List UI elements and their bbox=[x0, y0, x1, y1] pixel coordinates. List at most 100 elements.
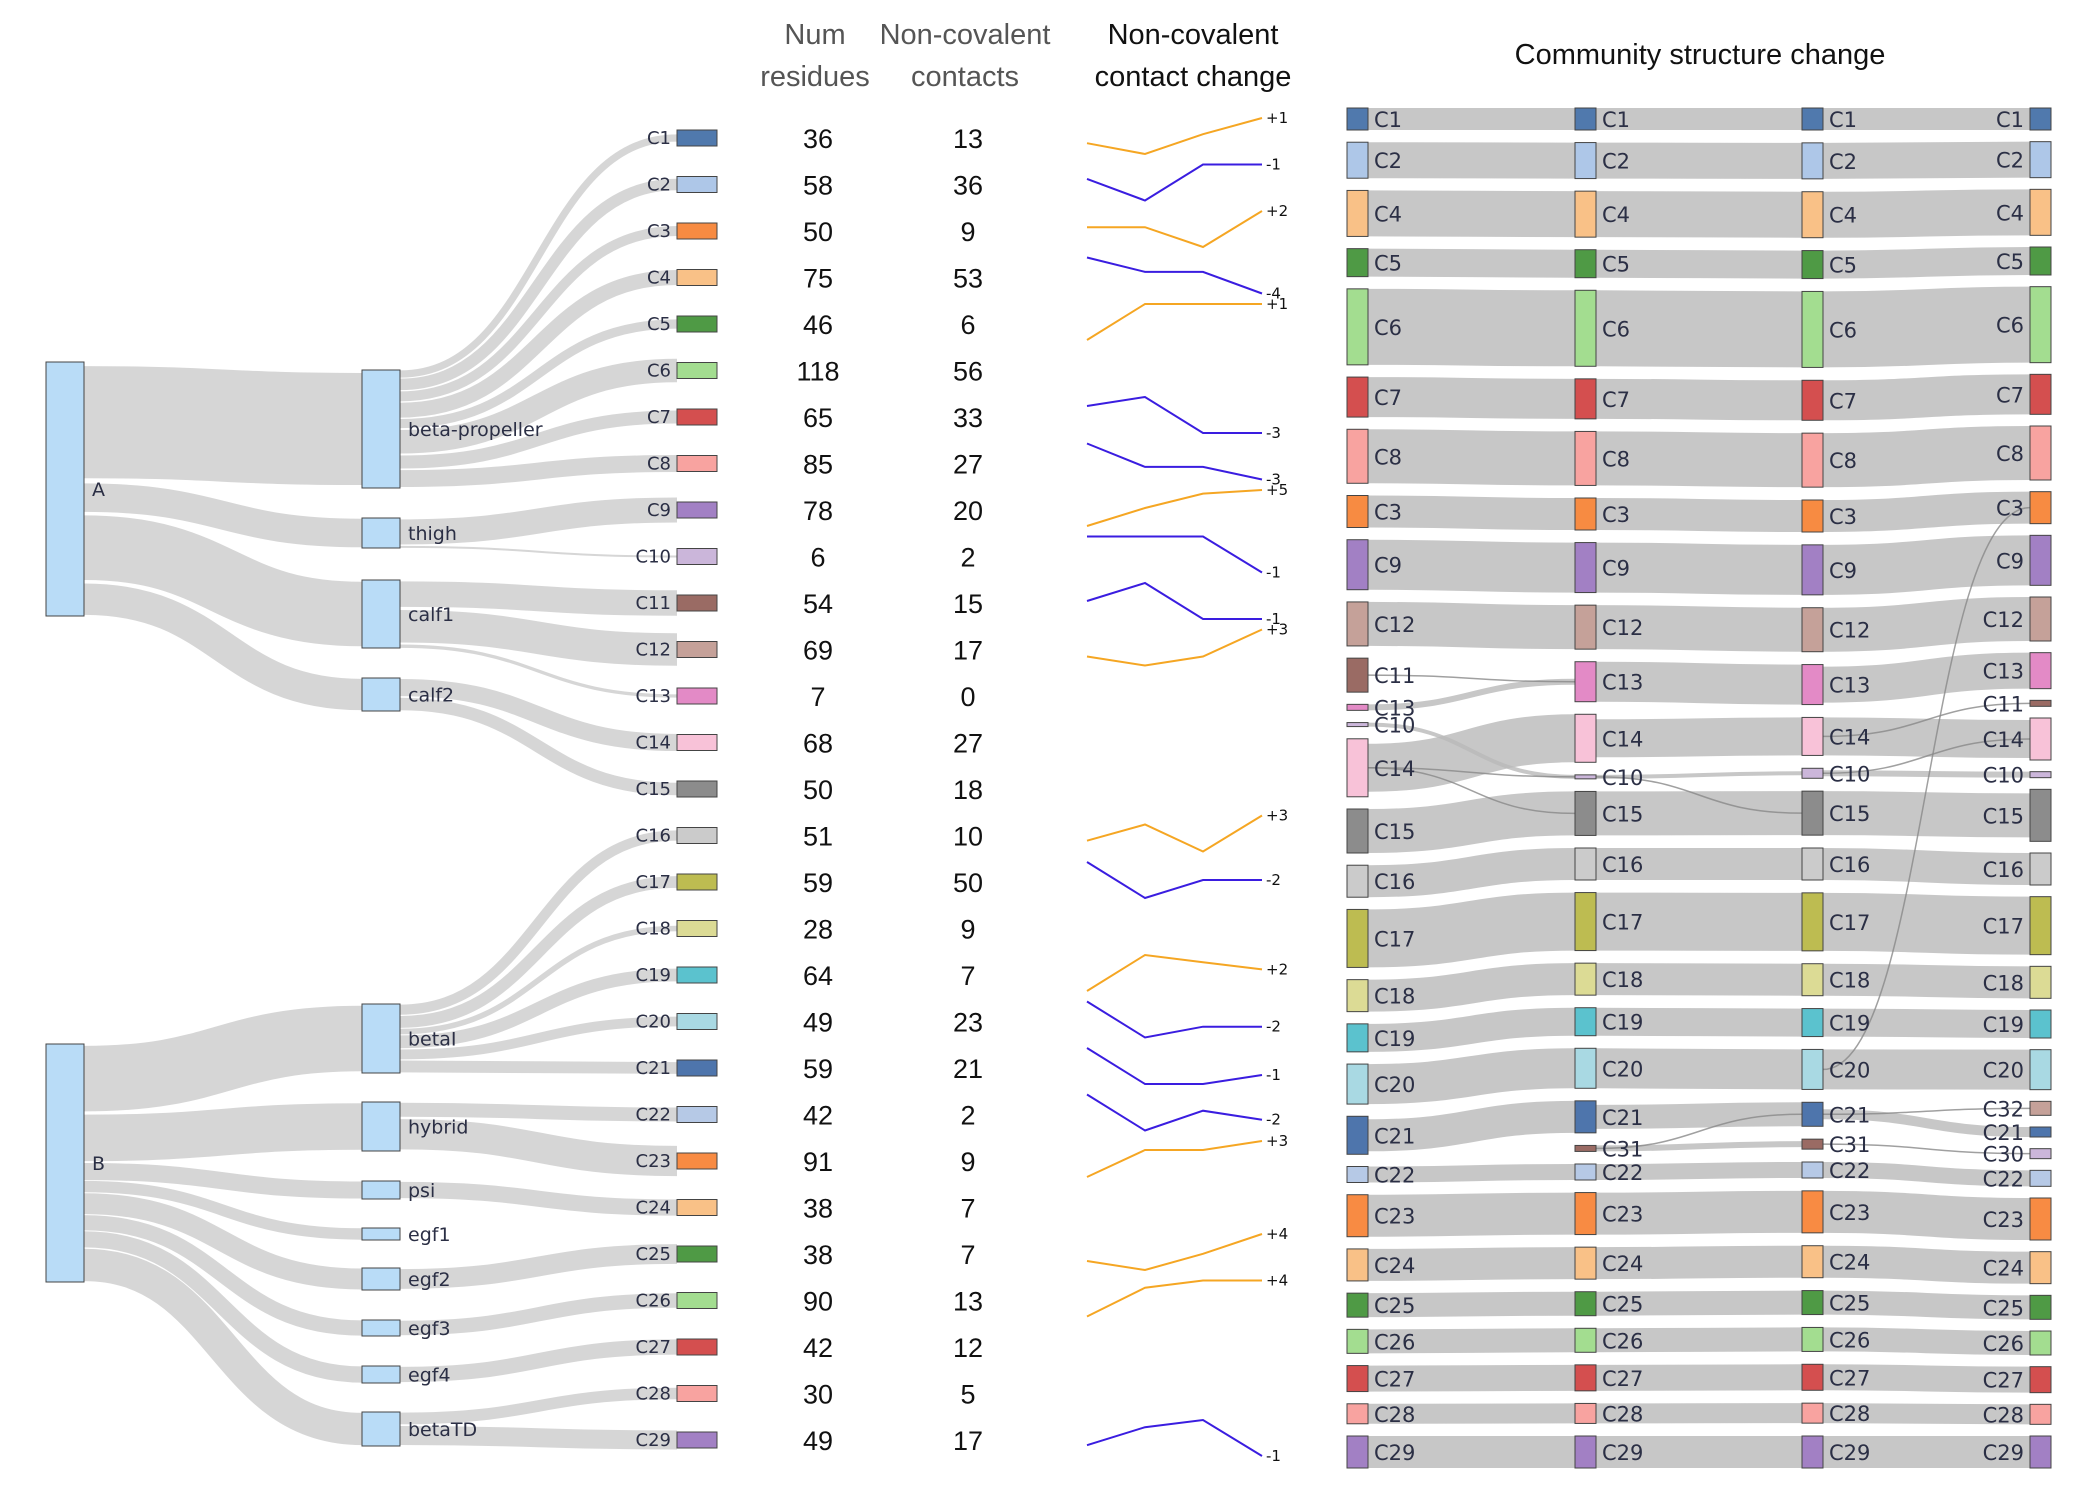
community-link-C7-2 bbox=[1822, 374, 2031, 421]
structure-label: C13 bbox=[1983, 660, 2024, 684]
structure-node-C6 bbox=[2029, 286, 2052, 364]
structure-label: C29 bbox=[1829, 1441, 1870, 1465]
community-link-C4-1 bbox=[1595, 191, 1803, 238]
residue-count: 75 bbox=[803, 264, 833, 294]
community-label: C23 bbox=[636, 1151, 671, 1172]
structure-node-C6 bbox=[1574, 289, 1597, 367]
header-change-1: Non-covalent bbox=[1108, 19, 1279, 51]
structure-node-C11 bbox=[2029, 699, 2052, 707]
structure-label: C21 bbox=[1829, 1103, 1870, 1127]
link-beta-propeller-C7 bbox=[399, 410, 678, 469]
structure-label: C15 bbox=[1829, 802, 1870, 826]
structure-node-C24 bbox=[1346, 1248, 1369, 1282]
community-crosslink-C21-C32 bbox=[1822, 1107, 2031, 1116]
community-link-C24-0 bbox=[1367, 1247, 1576, 1281]
structure-node-C24 bbox=[2029, 1251, 2052, 1285]
contact-count: 56 bbox=[953, 357, 983, 387]
community-label: C8 bbox=[647, 454, 671, 475]
community-label: C14 bbox=[636, 733, 671, 754]
structure-node-C7 bbox=[1801, 379, 1824, 421]
structure-node-C7 bbox=[2029, 373, 2052, 415]
structure-node-C5 bbox=[2029, 246, 2052, 276]
structure-label: C31 bbox=[1829, 1133, 1870, 1157]
link-thigh-C10 bbox=[399, 545, 678, 558]
link-betaI-C20 bbox=[399, 1016, 678, 1060]
structure-label: C1 bbox=[1602, 108, 1630, 132]
structure-label: C19 bbox=[1602, 1011, 1643, 1035]
structure-node-C17 bbox=[1801, 892, 1824, 952]
structure-node-C2 bbox=[1801, 142, 1824, 180]
community-link-C28-2 bbox=[1822, 1403, 2031, 1425]
link-B-egf2 bbox=[83, 1193, 363, 1290]
change-label: +3 bbox=[1266, 1132, 1288, 1150]
contact-change-sparklines: +1-1+2-4+1-3-3+5-1-1+3+3-2+2-2-1-2+3+4+4… bbox=[1086, 109, 1288, 1465]
structure-node-C12 bbox=[1574, 604, 1597, 650]
structure-node-C24 bbox=[1574, 1246, 1597, 1280]
link-hybrid-C23 bbox=[399, 1119, 678, 1177]
community-node-C22 bbox=[676, 1106, 718, 1123]
contact-count: 12 bbox=[953, 1333, 983, 1363]
community-node-C25 bbox=[676, 1245, 718, 1263]
community-node-C19 bbox=[676, 966, 718, 984]
community-link-C19-2 bbox=[1822, 1008, 2031, 1038]
domain-node-betaTD bbox=[361, 1411, 401, 1447]
structure-label: C15 bbox=[1983, 804, 2024, 828]
community-link-C25-0 bbox=[1367, 1291, 1576, 1318]
domain-label: calf1 bbox=[408, 604, 454, 626]
structure-node-C1 bbox=[1574, 107, 1597, 131]
community-link-C15-2 bbox=[1822, 791, 2031, 838]
structure-label: C3 bbox=[1996, 497, 2024, 521]
chain-label: B bbox=[92, 1153, 105, 1175]
change-sparkline-C1 bbox=[1086, 117, 1263, 156]
structure-node-C29 bbox=[2029, 1435, 2052, 1469]
community-node-C26 bbox=[676, 1292, 718, 1309]
structure-node-C17 bbox=[1346, 908, 1369, 968]
structure-node-C29 bbox=[1346, 1435, 1369, 1469]
community-link-C14-0 bbox=[1367, 714, 1576, 792]
community-link-C24-2 bbox=[1822, 1245, 2031, 1284]
residue-count: 50 bbox=[803, 217, 833, 247]
community-label: C27 bbox=[636, 1337, 671, 1358]
community-link-C13-1 bbox=[1595, 661, 1803, 705]
domain-label: hybrid bbox=[408, 1117, 469, 1139]
community-label: C1 bbox=[647, 128, 671, 149]
link-calf2-C15 bbox=[399, 697, 678, 796]
community-node-C29 bbox=[676, 1431, 718, 1449]
structure-label: C2 bbox=[1602, 150, 1630, 174]
link-B-betaTD bbox=[83, 1248, 363, 1446]
community-label: C19 bbox=[636, 965, 671, 986]
structure-node-C28 bbox=[1574, 1402, 1597, 1424]
community-label: C16 bbox=[636, 826, 671, 847]
header-change-2: contact change bbox=[1095, 61, 1292, 93]
structure-node-C5 bbox=[1346, 248, 1369, 278]
community-link-C10-2 bbox=[1822, 770, 2031, 778]
community-label: C22 bbox=[636, 1105, 671, 1126]
residue-count: 28 bbox=[803, 915, 833, 945]
community-link-C18-1 bbox=[1595, 963, 1803, 996]
link-betaI-C17 bbox=[399, 876, 678, 1028]
structure-node-C27 bbox=[1346, 1365, 1369, 1393]
domain-node-egf2 bbox=[361, 1267, 401, 1291]
community-link-C17-0 bbox=[1367, 892, 1576, 968]
structure-label: C9 bbox=[1829, 559, 1857, 583]
residue-count: 7 bbox=[810, 682, 825, 712]
change-sparkline-C17 bbox=[1086, 861, 1262, 900]
structure-node-C22 bbox=[1574, 1163, 1597, 1181]
structure-node-C26 bbox=[2029, 1330, 2052, 1356]
contact-count: 7 bbox=[960, 1240, 975, 1270]
header-contacts-2: contacts bbox=[911, 61, 1019, 93]
residue-count: 51 bbox=[803, 822, 833, 852]
residue-count: 68 bbox=[803, 729, 833, 759]
structure-node-C2 bbox=[1346, 141, 1369, 179]
structure-node-C21 bbox=[1346, 1115, 1369, 1155]
community-node-C16 bbox=[676, 827, 718, 844]
structure-node-C15 bbox=[1801, 790, 1824, 836]
structure-label: C7 bbox=[1602, 388, 1630, 412]
change-label: +4 bbox=[1266, 1225, 1288, 1243]
structure-node-C31 bbox=[1801, 1138, 1824, 1150]
community-node-C11 bbox=[676, 594, 718, 612]
structure-node-C14 bbox=[1346, 738, 1369, 798]
change-sparkline-C19 bbox=[1086, 953, 1263, 992]
community-links bbox=[1367, 107, 2031, 1469]
structure-label: C11 bbox=[1374, 664, 1415, 688]
